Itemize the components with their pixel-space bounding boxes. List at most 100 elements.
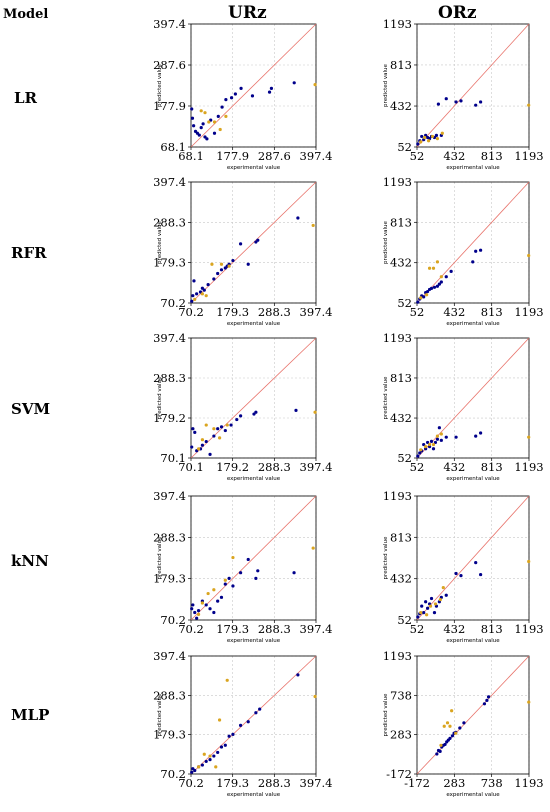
lr-orz-xtick-label-1: 432 xyxy=(443,149,465,163)
knn-urz-xtick-label-0: 70.2 xyxy=(178,622,204,636)
mlp-orz-ytick-label-2: 738 xyxy=(390,688,412,702)
mlp-urz-point-s0-17 xyxy=(296,673,300,677)
knn-orz-point-s0-7 xyxy=(429,596,434,601)
svm-orz-point-s0-7 xyxy=(429,439,434,443)
mlp-urz-point-s0-10 xyxy=(223,743,227,747)
knn-urz-point-s1-0 xyxy=(196,612,201,616)
knn-urz-point-s0-18 xyxy=(292,571,296,575)
lr-urz-point-s0-5 xyxy=(197,133,201,137)
rfr-orz-point-s1-5 xyxy=(439,275,443,279)
lr-orz-point-s1-0 xyxy=(419,140,423,144)
knn-orz-plot-frame xyxy=(416,495,530,621)
svm-urz-point-s0-14 xyxy=(239,414,243,418)
rfr-urz-point-s0-16 xyxy=(246,262,250,266)
svm-orz-point-s1-6 xyxy=(527,435,531,439)
lr-orz-point-s1-2 xyxy=(426,139,431,143)
lr-urz-point-s0-15 xyxy=(229,96,234,100)
lr-orz-plot-frame xyxy=(416,23,530,148)
svm-orz-ytick-label-2: 813 xyxy=(390,371,412,385)
mlp-orz-point-s1-6 xyxy=(527,700,531,704)
svm-orz-plot-frame xyxy=(416,337,530,459)
mlp-orz-point-s0-5 xyxy=(443,742,447,747)
column-header-urz: URz xyxy=(228,3,267,23)
svm-orz-point-s0-15 xyxy=(474,434,478,438)
svm-urz-point-s0-7 xyxy=(208,452,212,456)
knn-orz-ytick-label-2: 813 xyxy=(390,530,412,544)
mlp-urz-point-s0-16 xyxy=(258,707,262,711)
svm-urz-point-s0-5 xyxy=(200,443,205,447)
model-label-lr: LR xyxy=(14,89,38,107)
column-header-orz: ORz xyxy=(438,3,477,23)
knn-orz-point-s1-5 xyxy=(441,586,445,590)
mlp-orz-identity-line xyxy=(416,655,530,775)
lr-urz-point-s0-13 xyxy=(220,105,224,109)
mlp-urz-point-s0-9 xyxy=(219,745,224,749)
mlp-urz-point-s1-3 xyxy=(214,765,218,769)
mlp-orz-point-s0-16 xyxy=(486,695,491,699)
lr-urz-point-s1-4 xyxy=(218,127,222,132)
svm-urz-point-s1-1 xyxy=(200,438,205,442)
rfr-urz-identity-line xyxy=(190,181,317,304)
svm-urz-point-s1-5 xyxy=(225,423,229,427)
knn-urz-point-s0-15 xyxy=(246,557,250,562)
lr-urz-point-s1-2 xyxy=(207,120,211,124)
mlp-urz-point-s0-0 xyxy=(190,770,194,774)
lr-urz-point-s1-1 xyxy=(203,111,207,115)
svm-orz-xtick-label-2: 813 xyxy=(481,460,503,474)
lr-urz-point-s1-6 xyxy=(313,83,317,87)
mlp-urz-xtick-label-2: 288.3 xyxy=(258,776,291,790)
svm-orz-xtick-label-0: 52 xyxy=(410,460,425,474)
mlp-urz-ylabel: predicted value xyxy=(157,693,163,736)
svm-orz-identity-line xyxy=(416,337,530,459)
svm-urz-point-s0-16 xyxy=(254,410,258,414)
knn-urz-point-s1-5 xyxy=(231,555,235,560)
lr-urz-ytick-label-3: 397.4 xyxy=(153,17,186,31)
mlp-orz-plot-frame xyxy=(416,655,530,775)
knn-urz-point-s0-1 xyxy=(191,603,195,607)
knn-urz-xlabel: experimental value xyxy=(227,638,281,644)
rfr-urz-point-s1-1 xyxy=(200,292,204,296)
lr-orz-ytick-label-0: 52 xyxy=(397,140,412,154)
svm-orz-point-s1-5 xyxy=(439,432,443,436)
lr-urz-point-s1-5 xyxy=(224,114,228,119)
rfr-urz-ytick-label-2: 288.3 xyxy=(153,215,186,229)
mlp-urz-point-s0-2 xyxy=(193,768,197,773)
rfr-urz-xtick-label-3: 397.4 xyxy=(300,305,333,319)
model-label-svm: SVM xyxy=(11,400,51,418)
knn-urz-point-s1-1 xyxy=(200,601,204,605)
lr-orz-point-s0-0 xyxy=(416,142,420,146)
knn-urz-ytick-label-1: 179.3 xyxy=(153,572,186,586)
rfr-orz-point-s0-16 xyxy=(479,248,483,252)
knn-orz-xlabel: experimental value xyxy=(446,638,500,644)
rfr-urz-point-s1-5 xyxy=(227,264,231,268)
knn-orz-xtick-label-1: 432 xyxy=(443,622,465,636)
knn-urz-xtick-label-1: 179.3 xyxy=(216,622,249,636)
knn-urz-point-s0-3 xyxy=(195,616,199,620)
rfr-urz-point-s0-14 xyxy=(231,258,235,263)
rfr-urz-point-s0-7 xyxy=(206,282,210,287)
knn-orz-point-s1-3 xyxy=(433,602,438,606)
lr-urz-point-s0-11 xyxy=(212,131,217,135)
rfr-orz-point-s0-3 xyxy=(422,295,426,299)
svm-orz-point-s0-0 xyxy=(416,454,420,458)
rfr-orz-identity-line xyxy=(416,181,530,304)
mlp-orz-point-s0-13 xyxy=(462,721,466,725)
lr-urz-xlabel: experimental value xyxy=(227,165,281,171)
svm-orz-point-s0-8 xyxy=(431,447,436,451)
mlp-urz-point-s0-12 xyxy=(231,732,235,737)
mlp-orz-point-s0-9 xyxy=(450,734,455,738)
knn-urz-point-s0-10 xyxy=(219,595,224,599)
knn-urz-point-s0-8 xyxy=(212,610,216,615)
lr-urz-xtick-label-1: 177.9 xyxy=(216,149,249,163)
knn-orz-point-s0-2 xyxy=(420,604,424,608)
svm-urz-point-s0-11 xyxy=(223,428,227,433)
rfr-urz-point-s0-19 xyxy=(296,216,300,220)
svm-orz-point-s0-9 xyxy=(433,440,438,445)
svm-orz-point-s0-5 xyxy=(426,440,430,445)
lr-urz-identity-line xyxy=(190,23,317,148)
mlp-urz-point-s1-6 xyxy=(313,694,317,699)
svm-orz-xtick-label-1: 432 xyxy=(443,460,465,474)
mlp-orz-xtick-label-0: -172 xyxy=(404,776,430,790)
svm-urz-point-s1-6 xyxy=(313,410,317,414)
